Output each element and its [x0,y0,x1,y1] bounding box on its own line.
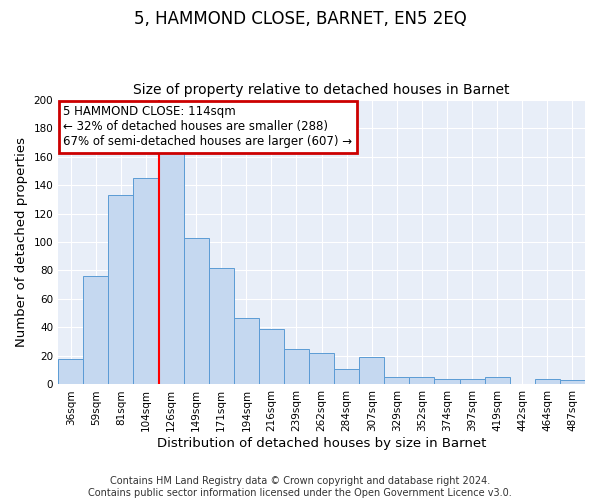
Bar [434,379,460,384]
Text: Contains HM Land Registry data © Crown copyright and database right 2024.
Contai: Contains HM Land Registry data © Crown c… [88,476,512,498]
Bar [259,329,284,384]
Bar [309,353,334,384]
Bar [460,379,485,384]
Bar [485,378,510,384]
Bar [83,276,109,384]
Bar [385,378,409,384]
Bar [234,318,259,384]
Text: 5 HAMMOND CLOSE: 114sqm
← 32% of detached houses are smaller (288)
67% of semi-d: 5 HAMMOND CLOSE: 114sqm ← 32% of detache… [64,106,353,148]
Bar [284,349,309,384]
Bar [58,359,83,384]
Bar [133,178,158,384]
Bar [109,195,133,384]
Bar [334,369,359,384]
Bar [359,358,385,384]
Bar [535,379,560,384]
Text: 5, HAMMOND CLOSE, BARNET, EN5 2EQ: 5, HAMMOND CLOSE, BARNET, EN5 2EQ [134,10,466,28]
Y-axis label: Number of detached properties: Number of detached properties [15,137,28,347]
Bar [184,238,209,384]
Bar [409,378,434,384]
Title: Size of property relative to detached houses in Barnet: Size of property relative to detached ho… [133,83,510,97]
Bar [158,150,184,384]
Bar [209,268,234,384]
Bar [560,380,585,384]
X-axis label: Distribution of detached houses by size in Barnet: Distribution of detached houses by size … [157,437,486,450]
